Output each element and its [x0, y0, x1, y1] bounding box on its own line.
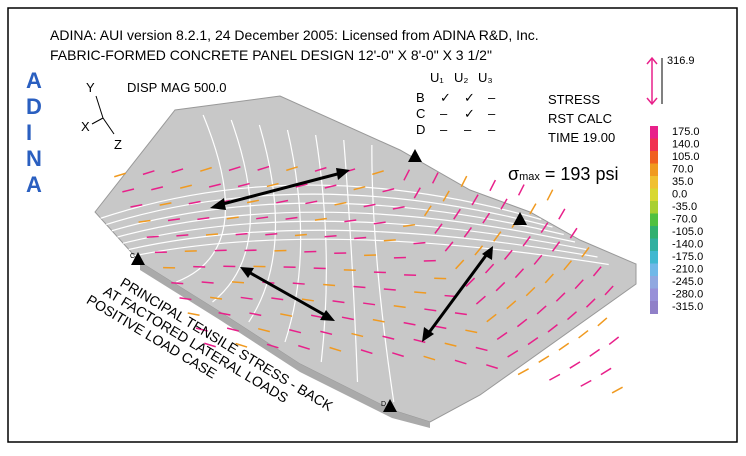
stress-mark	[265, 234, 277, 235]
stress-mark	[293, 283, 305, 284]
stress-mark	[206, 234, 218, 235]
stress-mark	[353, 286, 365, 287]
legend-swatch	[650, 164, 658, 177]
legend-label: 70.0	[672, 164, 693, 176]
stress-mark	[384, 240, 396, 241]
table-cell: –	[440, 122, 448, 137]
table-header: U₃	[478, 70, 493, 85]
result-line: TIME 19.00	[548, 130, 615, 145]
legend-swatch	[650, 214, 658, 227]
legend-swatch	[650, 151, 658, 164]
stress-mark	[325, 236, 337, 237]
axis-label: Y	[86, 80, 95, 95]
legend-label: -280.0	[672, 289, 703, 301]
legend-label: -105.0	[672, 226, 703, 238]
stress-mark	[354, 238, 366, 239]
stress-mark	[232, 282, 244, 283]
legend-label: -140.0	[672, 239, 703, 251]
stress-mark	[202, 282, 214, 283]
stress-mark	[414, 292, 426, 293]
result-line: RST CALC	[548, 111, 612, 126]
table-cell: –	[464, 122, 472, 137]
legend-swatch	[650, 226, 658, 239]
table-cell: –	[488, 106, 496, 121]
axis-label: X	[81, 119, 90, 134]
legend-swatch	[650, 301, 658, 314]
table-cell: D	[416, 122, 425, 137]
legend-swatch	[650, 189, 658, 202]
logo-letter: N	[26, 146, 42, 171]
legend-swatch	[650, 239, 658, 252]
axis-label: Z	[114, 137, 122, 152]
legend: 175.0140.0105.070.035.00.0-35.0-70.0-105…	[650, 126, 703, 314]
table-header: U₁	[430, 70, 444, 85]
disp-mag: DISP MAG 500.0	[127, 80, 226, 95]
stress-mark	[295, 235, 307, 236]
legend-label: -175.0	[672, 251, 703, 263]
legend-swatch	[650, 251, 658, 264]
legend-label: 105.0	[672, 151, 700, 163]
table-cell: –	[488, 122, 496, 137]
legend-label: -245.0	[672, 276, 703, 288]
legend-swatch	[650, 289, 658, 302]
logo-letter: I	[26, 120, 32, 145]
legend-label: 175.0	[672, 126, 700, 138]
stress-mark	[176, 235, 188, 236]
legend-swatch	[650, 176, 658, 189]
stress-mark	[147, 236, 159, 237]
logo-letter: D	[26, 94, 42, 119]
table-header: U₂	[454, 70, 468, 85]
header-line: ADINA: AUI version 8.2.1, 24 December 20…	[50, 27, 539, 43]
table-cell: –	[440, 106, 448, 121]
node-label: D	[381, 401, 386, 408]
legend-label: -315.0	[672, 301, 703, 313]
scale-label: 316.9	[667, 55, 695, 67]
stress-mark	[236, 234, 248, 235]
legend-swatch	[650, 276, 658, 289]
stress-mark	[384, 289, 396, 290]
legend-swatch	[650, 139, 658, 152]
table-cell: ✓	[464, 106, 475, 121]
logo-letter: A	[26, 172, 42, 197]
header-line: FABRIC-FORMED CONCRETE PANEL DESIGN 12'-…	[50, 47, 492, 63]
table-cell: –	[488, 90, 496, 105]
logo-letter: A	[26, 68, 42, 93]
result-line: STRESS	[548, 92, 600, 107]
table-cell: C	[416, 106, 425, 121]
legend-swatch	[650, 201, 658, 214]
legend-swatch	[650, 264, 658, 277]
legend-label: -210.0	[672, 264, 703, 276]
node-label: C	[130, 253, 135, 260]
stress-mark	[413, 243, 425, 244]
stress-mark	[323, 285, 335, 286]
legend-label: 35.0	[672, 176, 693, 188]
table-cell: ✓	[440, 90, 451, 105]
table-cell: B	[416, 90, 425, 105]
legend-label: 140.0	[672, 139, 700, 151]
legend-label: 0.0	[672, 189, 687, 201]
legend-label: -70.0	[672, 214, 697, 226]
stress-mark	[171, 283, 183, 284]
table-cell: ✓	[464, 90, 475, 105]
legend-swatch	[650, 126, 658, 139]
legend-label: -35.0	[672, 201, 697, 213]
